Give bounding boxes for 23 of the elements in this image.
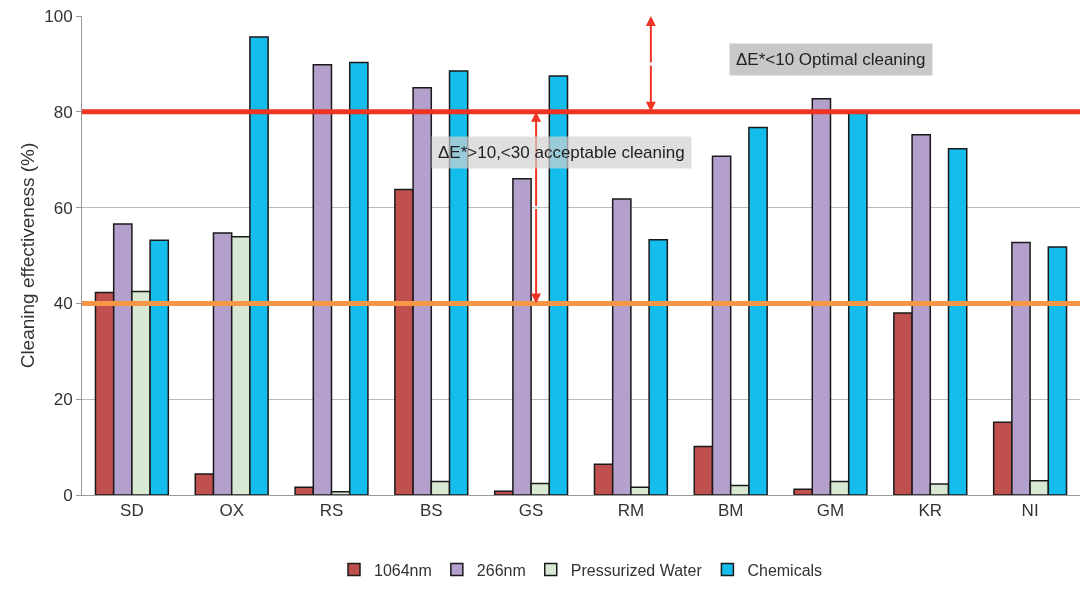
annotation: ΔE*>10,<30 acceptable cleaning (438, 143, 685, 162)
x-tick-label: RS (319, 501, 344, 521)
legend-label: Chemicals (747, 561, 823, 579)
x-tick-label: BS (419, 501, 443, 521)
x-tick-label: SD (120, 501, 144, 521)
x-tick-label: NI (1021, 501, 1039, 521)
y-tick-label: 40 (53, 294, 73, 314)
x-tick-label: KR (918, 501, 943, 521)
legend-label: 1064nm (374, 561, 432, 579)
y-tick-label: 60 (53, 198, 73, 218)
annotation: ΔE*<10 Optimal cleaning (736, 50, 926, 69)
legend-label: 266nm (476, 561, 526, 579)
x-tick-label: GS (518, 501, 544, 521)
legend-label: Pressurized Water (570, 561, 703, 579)
x-tick-label: GM (816, 501, 845, 521)
y-tick-label: 100 (44, 6, 73, 26)
x-tick-label: RM (617, 501, 645, 521)
y-tick-label: 20 (53, 390, 73, 410)
y-axis-title: Cleaning effectiveness (%) (17, 142, 38, 369)
x-tick-label: BM (717, 501, 744, 521)
y-tick-label: 0 (63, 485, 73, 505)
y-tick-label: 80 (53, 102, 73, 122)
x-tick-label: OX (219, 501, 244, 521)
